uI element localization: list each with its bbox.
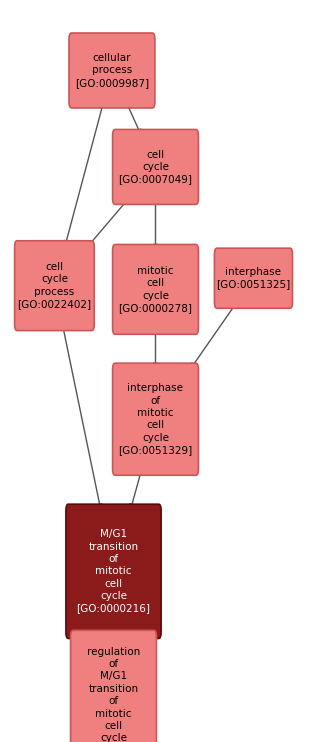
- FancyBboxPatch shape: [113, 129, 198, 204]
- FancyBboxPatch shape: [66, 505, 161, 638]
- Text: cellular
process
[GO:0009987]: cellular process [GO:0009987]: [75, 53, 149, 88]
- FancyBboxPatch shape: [69, 33, 155, 108]
- FancyBboxPatch shape: [71, 630, 156, 742]
- FancyBboxPatch shape: [215, 248, 292, 309]
- FancyBboxPatch shape: [15, 240, 94, 330]
- Text: cell
cycle
[GO:0007049]: cell cycle [GO:0007049]: [118, 150, 193, 184]
- FancyBboxPatch shape: [113, 245, 198, 334]
- Text: M/G1
transition
of
mitotic
cell
cycle
[GO:0000216]: M/G1 transition of mitotic cell cycle [G…: [77, 529, 151, 614]
- Text: interphase
[GO:0051325]: interphase [GO:0051325]: [216, 267, 290, 289]
- Text: cell
cycle
process
[GO:0022402]: cell cycle process [GO:0022402]: [17, 262, 91, 309]
- Text: mitotic
cell
cycle
[GO:0000278]: mitotic cell cycle [GO:0000278]: [118, 266, 193, 313]
- FancyBboxPatch shape: [113, 364, 198, 476]
- Text: regulation
of
M/G1
transition
of
mitotic
cell
cycle
[GO:0060630]: regulation of M/G1 transition of mitotic…: [77, 646, 151, 742]
- Text: interphase
of
mitotic
cell
cycle
[GO:0051329]: interphase of mitotic cell cycle [GO:005…: [118, 383, 193, 456]
